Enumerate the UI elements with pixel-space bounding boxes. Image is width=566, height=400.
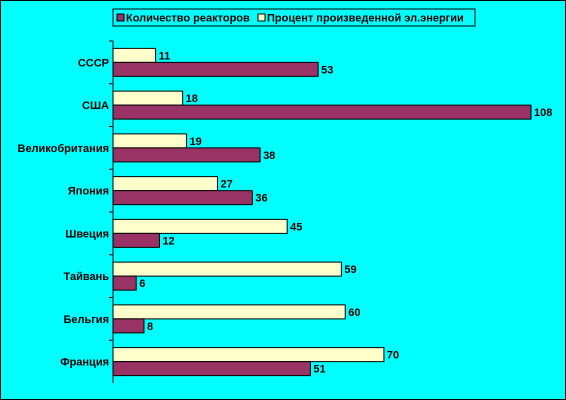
data-label-energy-percent-7: 70: [387, 350, 399, 362]
legend: Количество реакторов Процент произведенн…: [112, 8, 476, 27]
bar-energy-percent-6: [112, 304, 346, 320]
bar-energy-percent-2: [112, 133, 188, 149]
legend-label-reactors: Количество реакторов: [126, 13, 250, 25]
data-label-reactors-6: 8: [147, 321, 153, 333]
data-label-energy-percent-2: 19: [190, 136, 202, 148]
data-label-reactors-0: 53: [321, 64, 333, 76]
data-label-reactors-4: 12: [162, 235, 174, 247]
data-label-reactors-3: 36: [255, 193, 267, 205]
bar-reactors-3: [112, 190, 253, 206]
legend-swatch-energy-percent: [257, 13, 266, 22]
bar-energy-percent-0: [112, 47, 157, 63]
bar-reactors-2: [112, 147, 261, 163]
data-label-reactors-7: 51: [313, 364, 325, 376]
category-label-2: Великобритания: [18, 143, 110, 155]
data-label-energy-percent-4: 45: [290, 221, 302, 233]
category-label-0: СССР: [78, 57, 109, 69]
bar-reactors-0: [112, 61, 319, 77]
legend-swatch-reactors: [116, 13, 125, 22]
bar-reactors-4: [112, 232, 160, 248]
data-label-energy-percent-3: 27: [221, 179, 233, 191]
bar-energy-percent-7: [112, 347, 385, 363]
legend-frame: [112, 8, 476, 27]
bar-reactors-6: [112, 318, 145, 334]
legend-label-energy-percent: Процент произведенной эл.энергии: [267, 13, 464, 25]
bars: 11 53 СССР 18 108 США 19 38 Великобритания 27 36 Яп…: [18, 40, 552, 377]
bar-energy-percent-5: [112, 261, 342, 277]
data-label-energy-percent-6: 60: [348, 307, 360, 319]
category-label-5: Тайвань: [64, 271, 110, 283]
bar-reactors-1: [112, 104, 532, 120]
data-label-reactors-5: 6: [139, 278, 145, 290]
bar-energy-percent-3: [112, 176, 218, 192]
data-label-energy-percent-1: 18: [186, 93, 198, 105]
data-label-energy-percent-5: 59: [344, 264, 356, 276]
bar-energy-percent-1: [112, 90, 184, 106]
category-label-3: Япония: [68, 186, 109, 198]
bar-reactors-5: [112, 275, 137, 291]
category-label-6: Бельгия: [63, 314, 109, 326]
data-label-energy-percent-0: 11: [159, 50, 171, 62]
bar-energy-percent-4: [112, 218, 288, 234]
bar-reactors-7: [112, 361, 311, 377]
data-label-reactors-2: 38: [263, 150, 275, 162]
category-label-7: Франция: [60, 357, 109, 369]
category-label-4: Швеция: [65, 228, 109, 240]
category-label-1: США: [82, 100, 109, 112]
data-label-reactors-1: 108: [534, 107, 552, 119]
